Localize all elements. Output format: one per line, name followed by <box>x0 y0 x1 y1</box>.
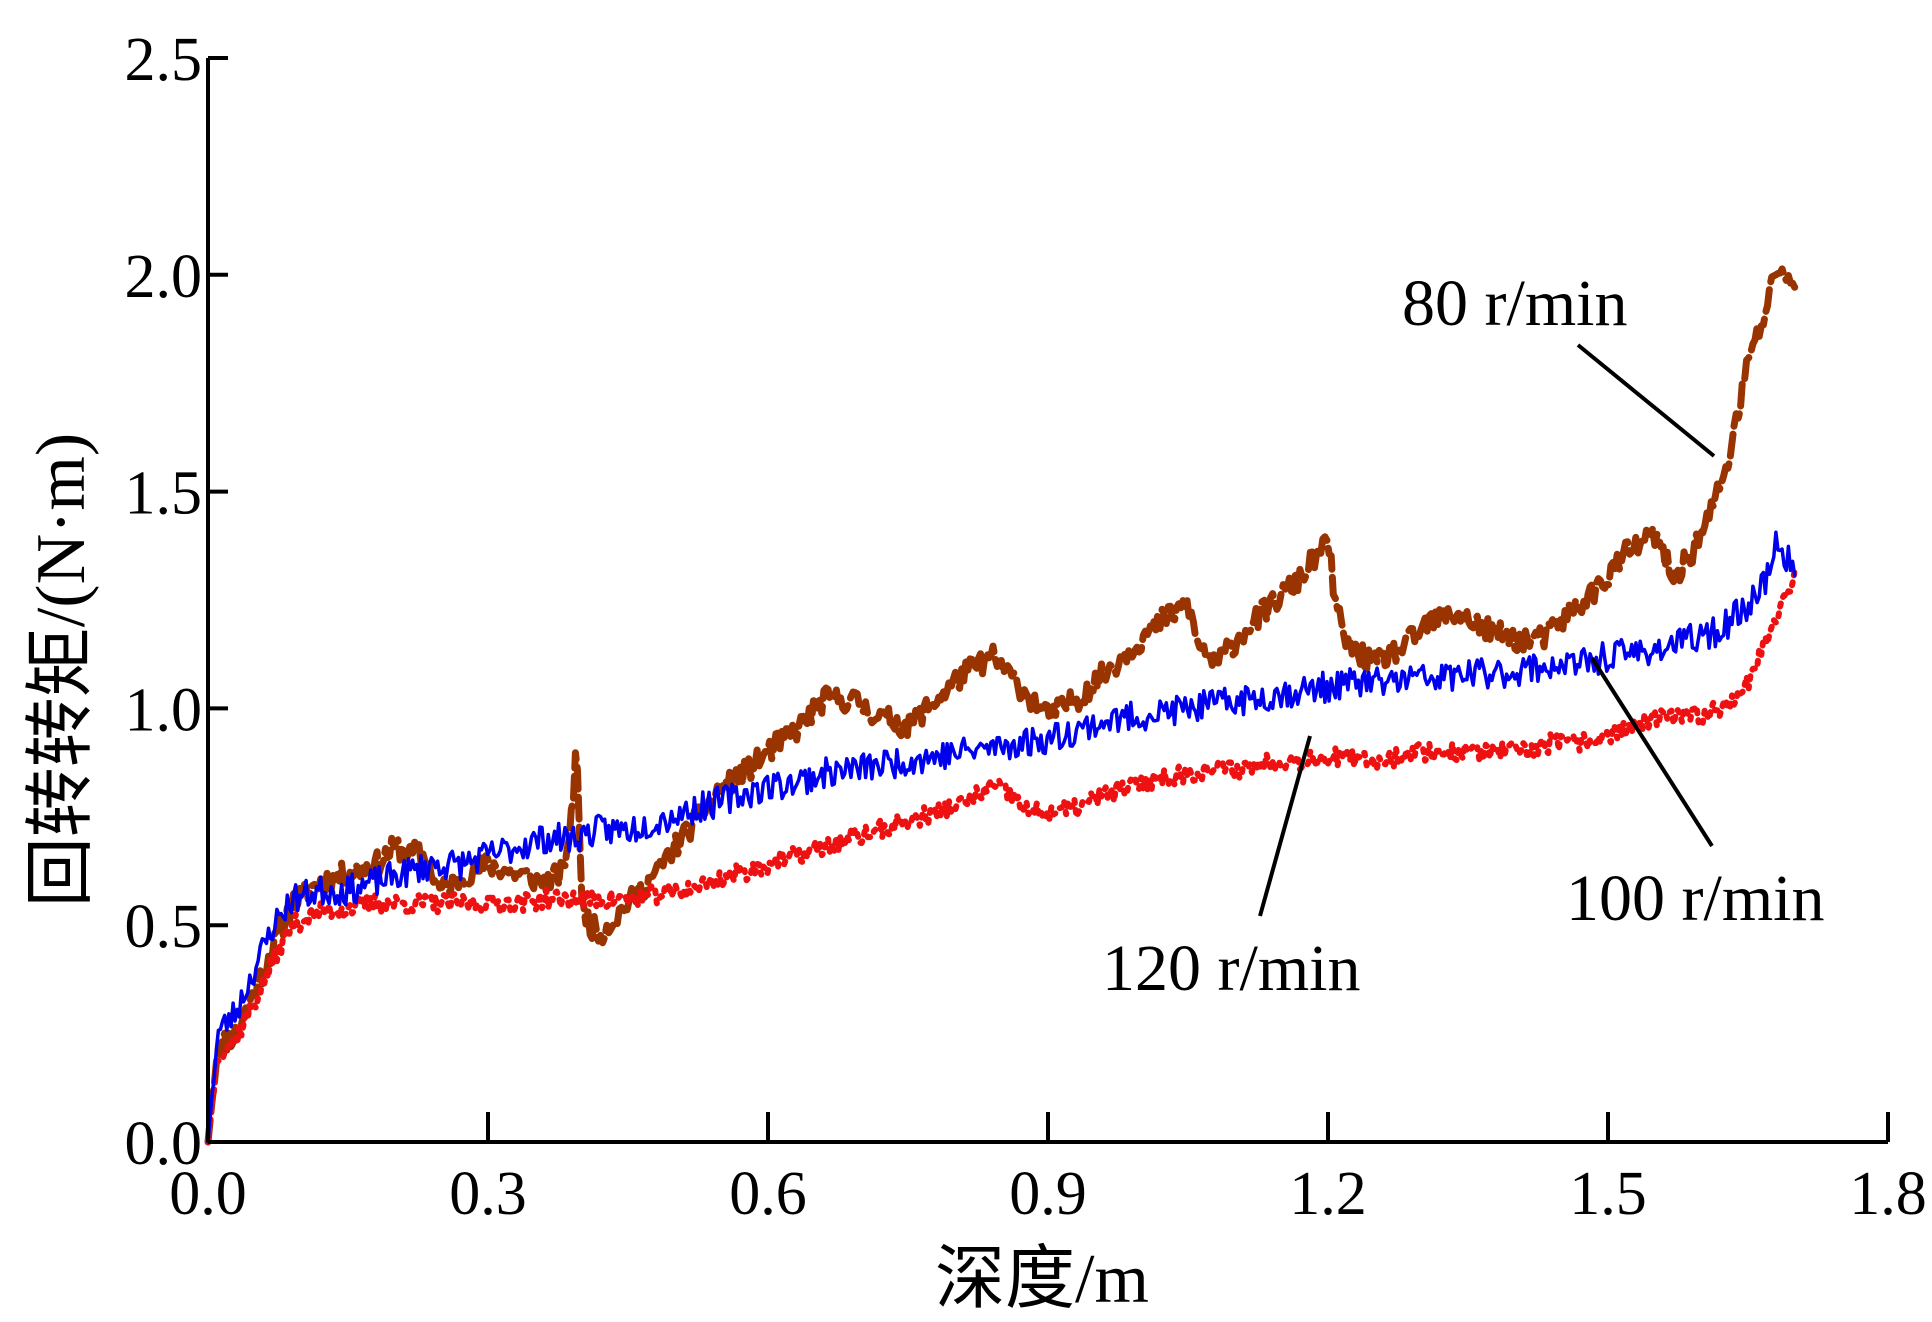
x-tick-label: 1.2 <box>1289 1160 1367 1228</box>
annotation-label: 100 r/min <box>1566 862 1825 935</box>
x-ticks: 0.0 0.3 0.6 0.9 1.2 1.5 1.8 <box>169 1112 1927 1228</box>
x-tick-label: 0.0 <box>169 1160 247 1228</box>
x-tick-label: 0.3 <box>449 1160 527 1228</box>
y-tick-label: 0.0 <box>125 1110 203 1178</box>
annotation-label: 120 r/min <box>1102 932 1361 1005</box>
y-tick-label: 1.5 <box>125 460 203 528</box>
x-tick-label: 1.8 <box>1849 1160 1927 1228</box>
y-tick-label: 1.0 <box>125 676 203 744</box>
annotation-leader-line <box>1258 735 1312 917</box>
annotation-leader-line <box>1576 343 1716 458</box>
series-line-100-r-min <box>206 530 1797 1144</box>
annotation-leader-line <box>1590 656 1714 848</box>
x-axis-title: 深度/m <box>935 1241 1149 1318</box>
y-axis-title: 回转转矩/(N·m) <box>23 433 100 907</box>
x-tick-label: 0.9 <box>1009 1160 1087 1228</box>
series-line-120-r-min <box>205 567 1798 1145</box>
annotation-label: 80 r/min <box>1402 267 1628 340</box>
y-tick-label: 0.5 <box>125 893 203 961</box>
y-ticks: 0.0 0.5 1.0 1.5 2.0 2.5 <box>125 26 228 1178</box>
series-layer <box>204 265 1799 1146</box>
annotation-layer: 80 r/min 100 r/min 120 r/min <box>1102 267 1825 1005</box>
x-tick-label: 0.6 <box>729 1160 807 1228</box>
y-tick-label: 2.0 <box>125 243 203 311</box>
x-tick-label: 1.5 <box>1569 1160 1647 1228</box>
series-line-80-r-min <box>204 265 1799 1146</box>
y-tick-label: 2.5 <box>125 26 203 94</box>
